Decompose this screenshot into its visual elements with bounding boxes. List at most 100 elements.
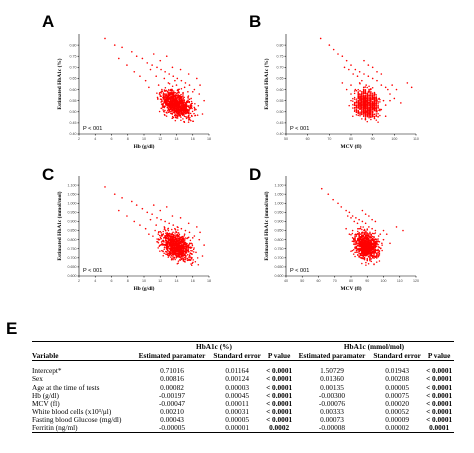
scatter-point [187, 115, 190, 118]
scatter-point [179, 68, 182, 71]
scatter-point [182, 118, 184, 120]
x-tick-label: 10 [142, 137, 146, 141]
scatter-point [172, 254, 175, 256]
scatter-point [172, 99, 174, 102]
scatter-point [350, 99, 352, 102]
scatter-point [162, 105, 165, 107]
scatter-point [168, 105, 170, 108]
scatter-point [369, 235, 371, 237]
scatter-point [183, 86, 186, 89]
scatter-point [165, 233, 168, 236]
scatter-point [377, 106, 379, 109]
scatter-point [170, 247, 173, 250]
scatter-point [368, 88, 370, 91]
scatter-point [357, 114, 359, 117]
scatter-point [406, 82, 409, 84]
scatter-point [358, 250, 360, 253]
scatter-point [163, 99, 165, 101]
scatter-point [374, 248, 377, 251]
scatter-point [379, 98, 381, 101]
scatter-point [179, 114, 182, 117]
scatter-point [160, 218, 162, 221]
scatter-point [171, 85, 174, 88]
scatter-point [355, 113, 358, 116]
scatter-point [186, 254, 189, 256]
scatter-point [175, 246, 178, 248]
scatter-point [167, 82, 170, 84]
scatter-point [168, 102, 171, 105]
scatter-point [176, 109, 178, 112]
scatter-point [370, 111, 372, 113]
scatter-point [363, 251, 365, 254]
scatter-point [203, 99, 205, 102]
scatter-point [363, 243, 366, 245]
scatter-point [358, 241, 360, 244]
scatter-point [368, 107, 370, 110]
scatter-point [371, 242, 373, 245]
table-cell: 0.00005 [385, 382, 409, 392]
scatter-point [167, 254, 169, 257]
scatter-point [193, 112, 195, 115]
scatter-point [364, 104, 367, 106]
scatter-point [188, 101, 191, 104]
table-cell: 0.00009 [385, 414, 409, 424]
scatter-point [378, 252, 381, 255]
scatter-point [375, 114, 378, 117]
scatter-point [373, 102, 376, 105]
scatter-point [364, 222, 367, 225]
scatter-point [163, 89, 166, 91]
scatter-point [177, 94, 179, 97]
scatter-point [189, 112, 192, 115]
scatter-point [359, 233, 362, 235]
scatter-point [183, 233, 186, 235]
scatter-point [171, 238, 174, 240]
scatter-point [165, 245, 168, 248]
y-tick-label: 0.60 [70, 88, 77, 92]
scatter-point [366, 250, 368, 253]
scatter-point [174, 99, 177, 102]
scatter-point [177, 262, 179, 264]
scatter-point [163, 252, 165, 254]
column-header: Estimated paramater [133, 351, 211, 361]
x-tick-label: 60 [317, 279, 321, 283]
scatter-point [165, 248, 168, 250]
table-cell: 0.01164 [225, 366, 249, 376]
scatter-point [328, 44, 331, 46]
scatter-point [175, 234, 178, 236]
scatter-point [370, 109, 372, 111]
scatter-point [366, 120, 368, 123]
table-row: MCV (fl) -0.00047 0.00011 < 0.0001 -0.00076 0… [32, 399, 454, 407]
scatter-point [361, 228, 363, 231]
p-value-annotation: P < 001 [290, 268, 309, 274]
scatter-point [332, 48, 335, 51]
scatter-point [182, 241, 185, 243]
scatter-point [358, 252, 360, 255]
scatter-point [174, 108, 177, 110]
scatter-point [377, 240, 379, 242]
scatter-point [164, 109, 166, 112]
y-tick-label: 0.40 [277, 132, 284, 136]
scatter-point [371, 227, 373, 230]
scatter-point [190, 100, 193, 103]
scatter-point [355, 240, 358, 243]
scatter-point [365, 264, 367, 266]
scatter-point [163, 246, 166, 248]
scatter-point [364, 117, 367, 120]
scatter-point [171, 250, 173, 253]
table-cell: < 0.0001 [266, 398, 293, 408]
table-cell: 0.0001 [424, 423, 454, 433]
scatter-point [185, 247, 188, 250]
scatter-point [361, 106, 363, 109]
y-tick-label: 0.75 [70, 54, 77, 58]
scatter-point [168, 83, 171, 85]
scatter-point [165, 206, 168, 208]
scatter-point [163, 228, 166, 230]
scatter-point [180, 227, 183, 230]
scatter-point [373, 252, 375, 255]
y-tick-label: 0.65 [70, 77, 77, 81]
y-tick-label: 0.45 [70, 121, 77, 125]
scatter-point [163, 111, 165, 113]
scatter-point [375, 238, 378, 241]
x-tick-label: 16 [191, 137, 195, 141]
scatter-point [199, 231, 201, 234]
